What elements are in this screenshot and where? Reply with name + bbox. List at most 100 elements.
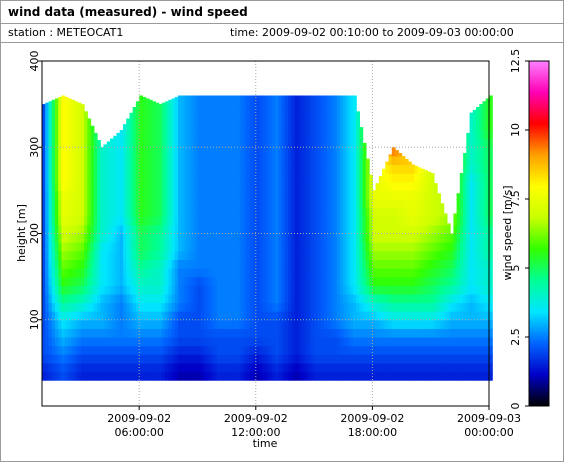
heatmap-cell xyxy=(323,121,328,131)
heatmap-cell xyxy=(421,173,425,183)
heatmap-cell xyxy=(359,302,364,312)
heatmap-cell xyxy=(74,345,79,355)
x-tick-label: 12:00:00 xyxy=(231,426,280,439)
heatmap-cell xyxy=(323,155,328,166)
heatmap-cell xyxy=(255,112,260,122)
heatmap-cell xyxy=(314,250,318,260)
heatmap-cell xyxy=(424,311,428,321)
heatmap-cell xyxy=(97,371,101,381)
heatmap-cell xyxy=(340,173,344,183)
heatmap-cell xyxy=(365,173,370,183)
heatmap-cell xyxy=(58,173,62,183)
heatmap-cell xyxy=(430,354,435,364)
heatmap-cell xyxy=(401,319,406,329)
heatmap-cell xyxy=(453,345,458,355)
heatmap-cell xyxy=(119,345,124,355)
heatmap-cell xyxy=(353,302,357,312)
heatmap-cell xyxy=(67,362,72,373)
heatmap-cell xyxy=(391,242,396,252)
heatmap-cell xyxy=(427,207,432,217)
heatmap-cell xyxy=(126,302,130,312)
heatmap-cell xyxy=(323,319,328,329)
heatmap-cell xyxy=(317,285,322,295)
heatmap-cell xyxy=(61,259,66,269)
heatmap-cell xyxy=(294,233,299,243)
heatmap-cell xyxy=(343,233,347,243)
heatmap-cell xyxy=(356,112,360,122)
heatmap-cell xyxy=(252,293,257,304)
heatmap-cell xyxy=(385,268,390,278)
heatmap-cell xyxy=(184,293,189,304)
heatmap-cell xyxy=(320,311,325,321)
heatmap-cell xyxy=(246,293,250,304)
heatmap-cell xyxy=(126,164,130,174)
heatmap-cell xyxy=(284,362,289,373)
heatmap-cell xyxy=(469,319,474,329)
heatmap-cell xyxy=(472,109,477,114)
heatmap-cell xyxy=(103,337,108,347)
heatmap-cell xyxy=(340,199,344,209)
heatmap-cell xyxy=(93,319,98,329)
heatmap-cell xyxy=(204,311,208,321)
heatmap-cell xyxy=(145,121,150,131)
heatmap-cell xyxy=(404,371,409,381)
heatmap-cell xyxy=(411,276,416,286)
heatmap-cell xyxy=(304,95,309,105)
heatmap-cell xyxy=(48,259,53,269)
heatmap-cell xyxy=(281,328,286,338)
heatmap-cell xyxy=(226,354,231,364)
heatmap-cell xyxy=(255,224,260,235)
heatmap-cell xyxy=(469,233,474,243)
heatmap-cell xyxy=(223,259,228,269)
heatmap-cell xyxy=(268,302,273,312)
colorbar-tick-label: 7.5 xyxy=(509,190,522,208)
heatmap-cell xyxy=(129,354,134,364)
heatmap-cell xyxy=(359,311,364,321)
heatmap-cell xyxy=(165,285,169,295)
heatmap-cell xyxy=(187,371,192,381)
heatmap-cell xyxy=(427,345,432,355)
heatmap-cell xyxy=(71,362,75,373)
heatmap-cell xyxy=(408,199,412,209)
heatmap-cell xyxy=(239,250,244,260)
heatmap-cell xyxy=(333,130,338,140)
heatmap-cell xyxy=(87,285,92,295)
heatmap-cell xyxy=(265,104,270,114)
heatmap-cell xyxy=(304,121,309,131)
heatmap-cell xyxy=(440,285,445,295)
heatmap-cell xyxy=(291,121,296,131)
heatmap-cell xyxy=(304,147,309,157)
heatmap-cell xyxy=(259,181,263,191)
heatmap-cell xyxy=(210,302,215,312)
heatmap-cell xyxy=(216,250,221,260)
heatmap-cell xyxy=(239,207,244,217)
heatmap-cell xyxy=(317,181,322,191)
heatmap-cell xyxy=(207,224,211,235)
heatmap-cell xyxy=(427,268,432,278)
heatmap-cell xyxy=(446,302,451,312)
heatmap-cell xyxy=(398,233,403,243)
heatmap-cell xyxy=(48,362,53,373)
heatmap-cell xyxy=(236,155,241,166)
heatmap-cell xyxy=(187,147,192,157)
heatmap-cell xyxy=(450,319,454,329)
heatmap-cell xyxy=(210,130,215,140)
heatmap-cell xyxy=(255,207,260,217)
heatmap-cell xyxy=(485,207,490,217)
heatmap-cell xyxy=(430,371,435,381)
heatmap-cell xyxy=(184,311,189,321)
heatmap-cell xyxy=(463,293,467,304)
heatmap-cell xyxy=(242,328,247,338)
heatmap-cell xyxy=(317,216,322,226)
heatmap-cell xyxy=(411,242,416,252)
heatmap-cell xyxy=(255,293,260,304)
heatmap-cell xyxy=(161,242,166,252)
heatmap-cell xyxy=(346,104,351,114)
heatmap-cell xyxy=(401,311,406,321)
heatmap-cell xyxy=(404,337,409,347)
heatmap-cell xyxy=(64,155,69,166)
heatmap-cell xyxy=(388,302,393,312)
heatmap-cell xyxy=(174,199,179,209)
heatmap-cell xyxy=(395,362,399,373)
